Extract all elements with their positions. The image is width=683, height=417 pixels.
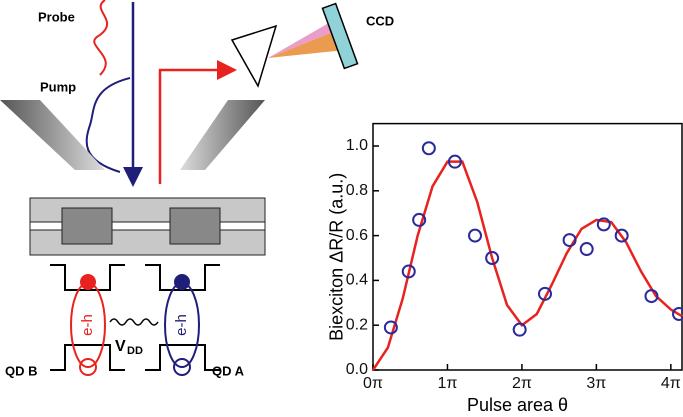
data-point bbox=[581, 243, 593, 255]
probe-pulse bbox=[94, 0, 107, 75]
x-axis-label: Pulse area θ bbox=[467, 395, 568, 415]
coupling bbox=[110, 319, 158, 325]
qd-a-label: QD A bbox=[212, 363, 245, 378]
dot bbox=[62, 208, 112, 244]
eh-label: e-h bbox=[79, 314, 96, 336]
objective bbox=[0, 100, 105, 170]
dot bbox=[170, 208, 220, 244]
v-sub: DD bbox=[127, 345, 143, 357]
data-point bbox=[514, 324, 526, 336]
probe-label: Probe bbox=[38, 9, 75, 24]
y-tick-label: 0.6 bbox=[346, 227, 368, 244]
ccd-label: CCD bbox=[366, 13, 394, 28]
y-tick-label: 0.2 bbox=[346, 316, 368, 333]
v-label: V bbox=[115, 338, 126, 355]
y-axis-label: Biexciton ΔR/R (a.u.) bbox=[327, 173, 347, 341]
spectrometer bbox=[232, 26, 276, 86]
x-tick-label: 0π bbox=[363, 375, 383, 392]
data-point bbox=[469, 230, 481, 242]
pump-label: Pump bbox=[40, 79, 76, 94]
figure: Probe Pump CCD e-h e-h V DD QD B QD A 0.… bbox=[0, 0, 683, 417]
fit-line bbox=[373, 162, 682, 370]
qd-b-label: QD B bbox=[5, 363, 38, 378]
y-tick-label: 0.4 bbox=[346, 272, 368, 289]
eh-label: e-h bbox=[173, 314, 190, 336]
y-tick-label: 0.8 bbox=[346, 182, 368, 199]
plot-frame bbox=[373, 124, 682, 370]
x-tick-label: 2π bbox=[512, 375, 532, 392]
y-tick-label: 1.0 bbox=[346, 137, 368, 154]
x-tick-label: 3π bbox=[586, 375, 606, 392]
objective bbox=[180, 100, 265, 170]
x-tick-label: 1π bbox=[437, 375, 457, 392]
x-tick-label: 4π bbox=[661, 375, 681, 392]
data-point bbox=[423, 142, 435, 154]
